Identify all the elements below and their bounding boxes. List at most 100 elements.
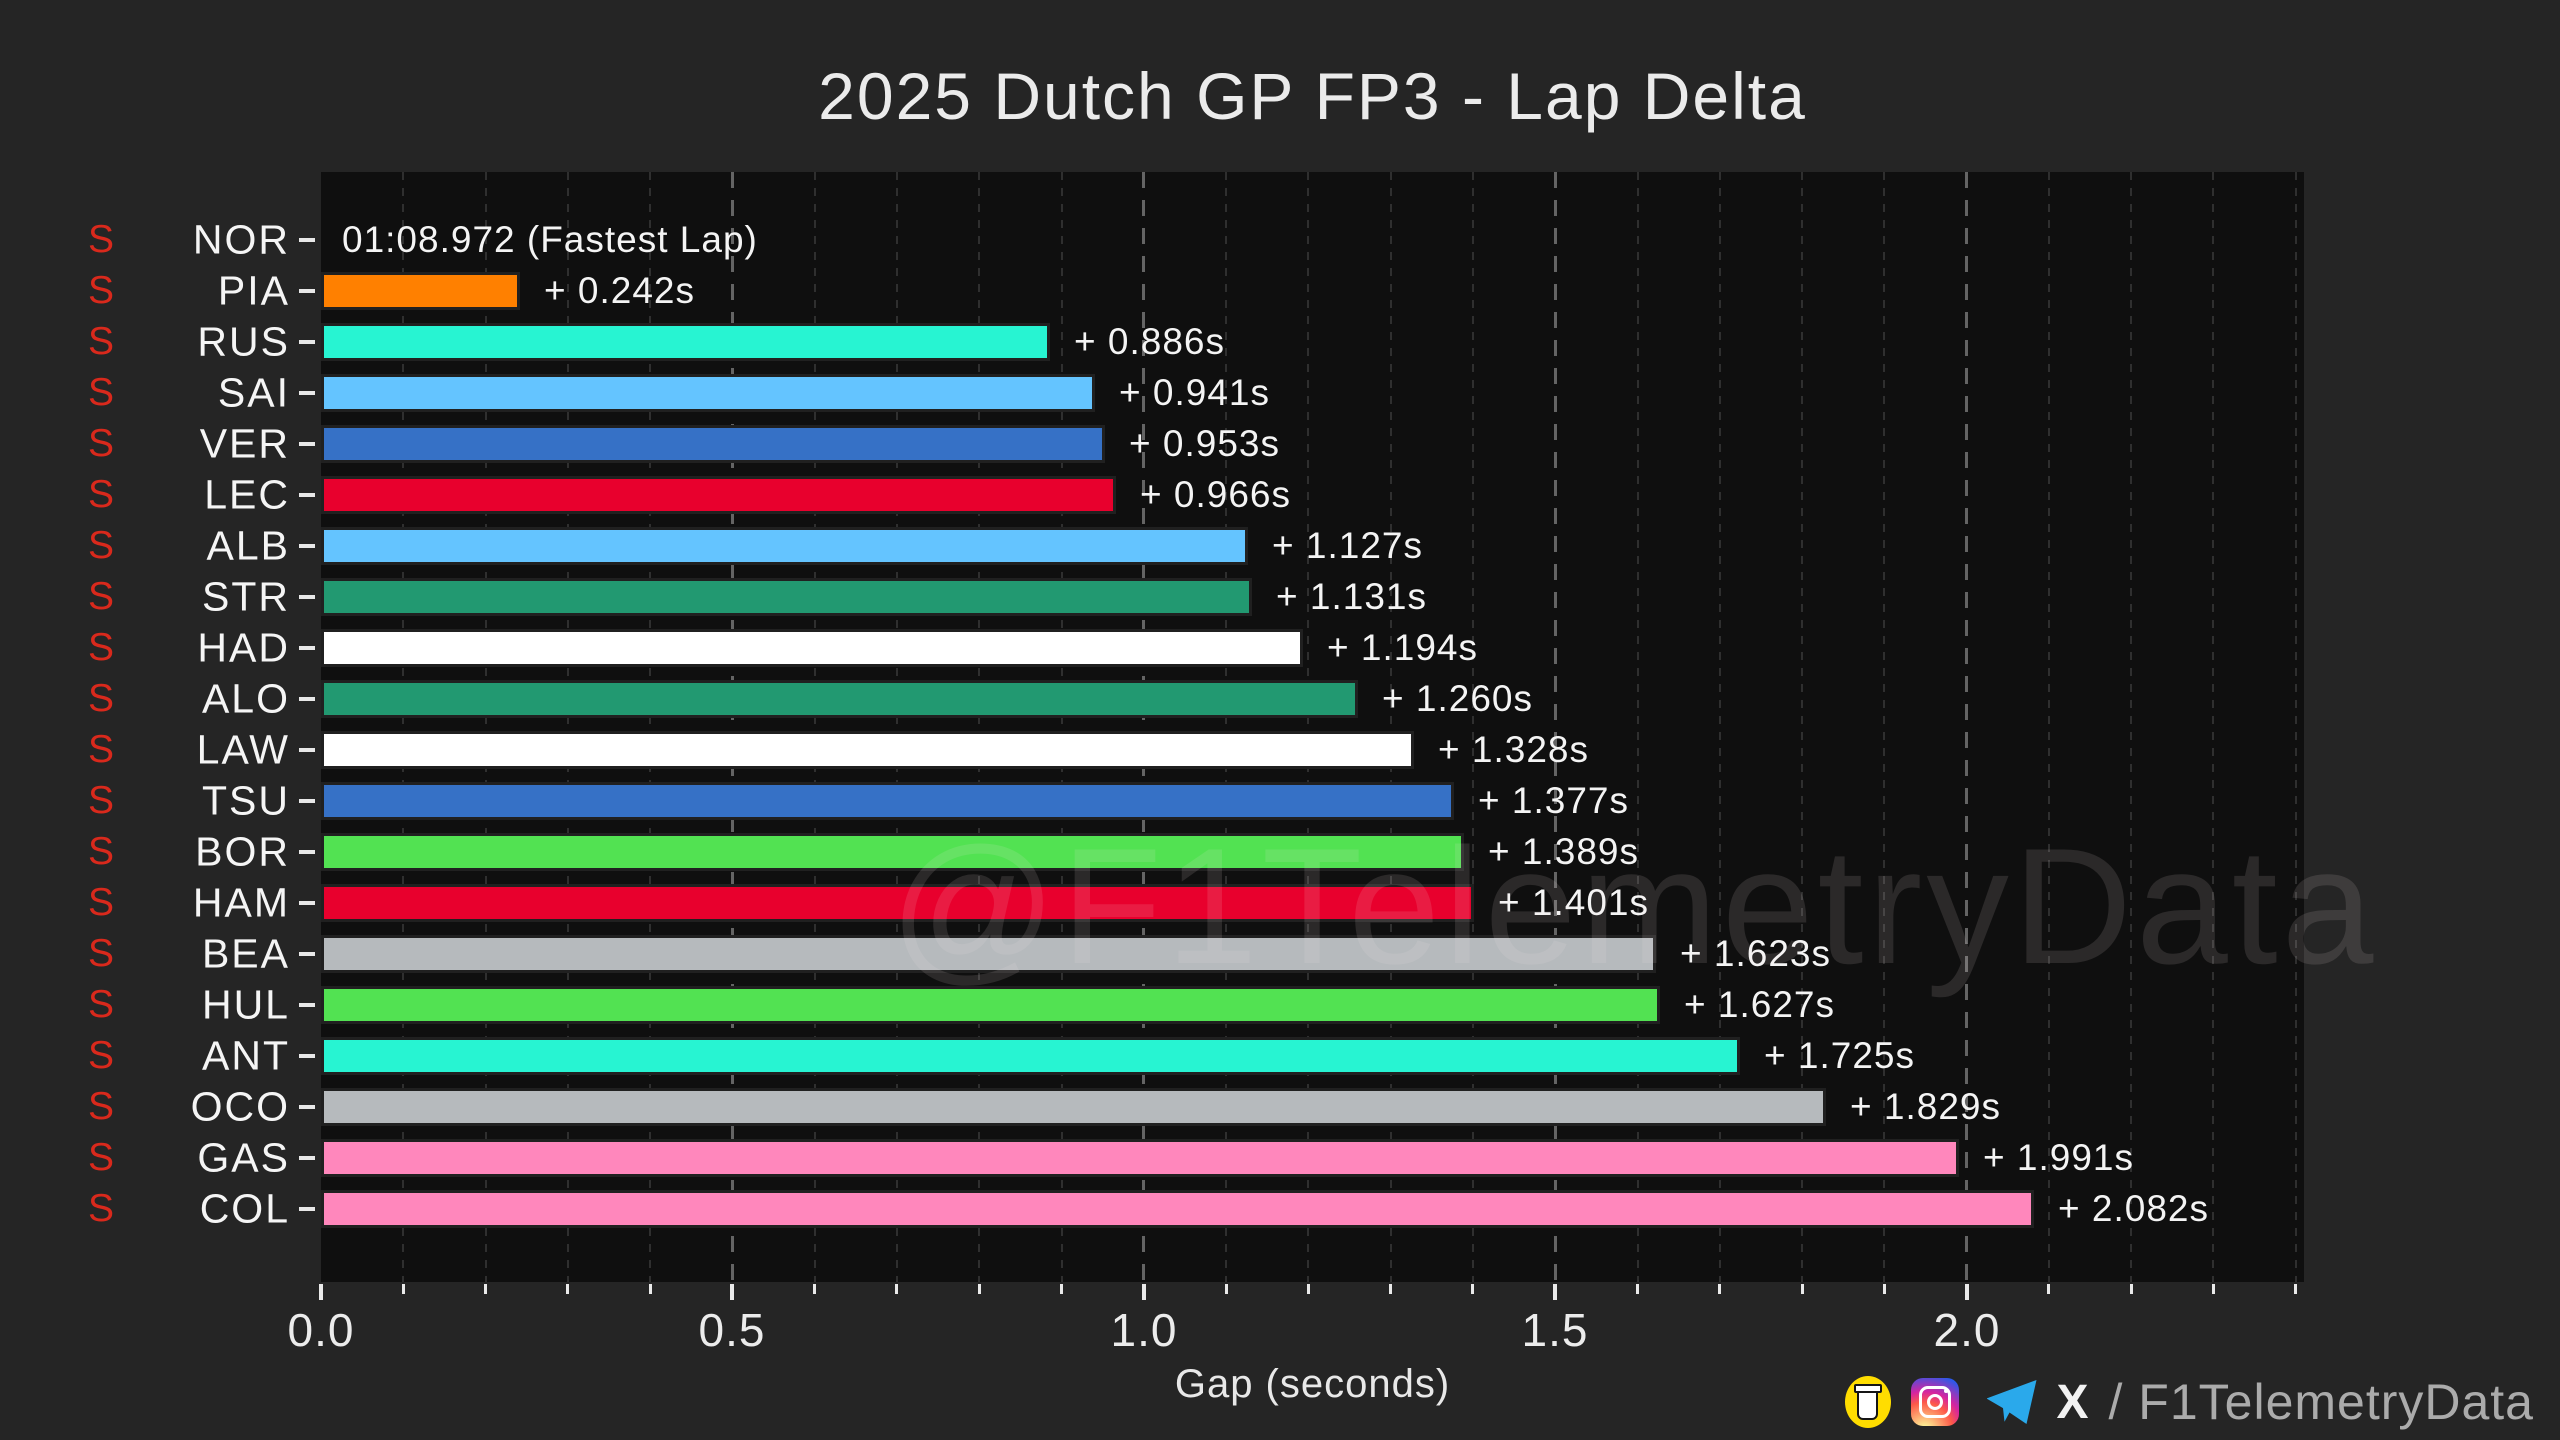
minor-gridline-0.9 (1061, 172, 1063, 1282)
plot-area: @F1TelemetryData 01:08.972 (Fastest Lap)… (321, 172, 2373, 1282)
fastest-lap-label: 01:08.972 (Fastest Lap) (342, 218, 758, 260)
y-tick-ant (299, 1054, 315, 1059)
y-label-row-gas: S GAS (0, 1133, 318, 1184)
delta-label-str: + 1.131s (1276, 575, 1427, 617)
driver-code-ant: ANT (202, 1032, 290, 1079)
driver-code-str: STR (202, 573, 290, 620)
delta-bar-tsu (321, 782, 1454, 821)
driver-code-alo: ALO (201, 675, 290, 722)
tyre-compound-hul: S (88, 983, 115, 1027)
instagram-flash-dot (1943, 1389, 1948, 1393)
y-label-row-had: S HAD (0, 622, 318, 673)
bar-row-tsu: + 1.377s (321, 776, 2304, 827)
minor-x-tick-0.3 (566, 1284, 569, 1294)
minor-x-tick-2.1 (2047, 1284, 2050, 1294)
tyre-compound-alb: S (88, 523, 115, 567)
minor-gridline-0.4 (649, 172, 651, 1282)
minor-x-tick-1.1 (1225, 1284, 1228, 1294)
y-tick-bor (299, 850, 315, 855)
bar-row-alo: + 1.260s (321, 673, 2304, 724)
y-label-row-sai: S SAI (0, 367, 318, 418)
driver-code-gas: GAS (197, 1134, 290, 1181)
y-label-row-bea: S BEA (0, 929, 318, 980)
y-axis-labels: S NOR S PIA S RUS S SAI S VER S LEC S ALB S STR S HAD S ALO… (0, 214, 318, 1235)
delta-label-ham: + 1.401s (1498, 882, 1649, 924)
driver-code-bor: BOR (195, 828, 290, 875)
minor-x-tick-0.2 (484, 1284, 487, 1294)
y-label-row-col: S COL (0, 1184, 318, 1235)
minor-x-tick-0.9 (1060, 1284, 1063, 1294)
delta-bar-alb (321, 526, 1248, 565)
bar-row-sai: + 0.941s (321, 367, 2304, 418)
driver-code-hul: HUL (201, 981, 290, 1028)
minor-gridline-1.9 (1883, 172, 1885, 1282)
delta-bar-ant (321, 1037, 1740, 1076)
delta-bar-lec (321, 475, 1116, 514)
y-tick-lec (299, 492, 315, 497)
delta-label-tsu: + 1.377s (1478, 780, 1629, 822)
telegram-icon[interactable] (1986, 1380, 2037, 1424)
minor-x-tick-0.6 (813, 1284, 816, 1294)
y-label-row-pia: S PIA (0, 265, 318, 316)
tyre-compound-ver: S (88, 421, 115, 465)
y-tick-alb (299, 543, 315, 548)
y-tick-sai (299, 390, 315, 395)
instagram-icon[interactable] (1910, 1378, 1959, 1426)
major-x-tick-1.0 (1142, 1284, 1146, 1300)
delta-bar-hul (321, 986, 1660, 1025)
delta-bar-law (321, 731, 1414, 770)
buymeacoffee-icon[interactable] (1844, 1376, 1891, 1428)
bar-row-hul: + 1.627s (321, 980, 2304, 1031)
y-label-row-ver: S VER (0, 418, 318, 469)
minor-x-tick-1.6 (1636, 1284, 1639, 1294)
delta-label-bor: + 1.389s (1488, 831, 1639, 873)
y-tick-alo (299, 696, 315, 701)
bar-row-oco: + 1.829s (321, 1082, 2304, 1133)
tyre-compound-had: S (88, 625, 115, 669)
x-twitter-icon[interactable]: X (2056, 1375, 2089, 1429)
delta-label-had: + 1.194s (1327, 626, 1478, 668)
tyre-compound-pia: S (88, 268, 115, 312)
major-x-tick-1.5 (1553, 1284, 1557, 1300)
major-gridline-1.5 (1554, 172, 1557, 1282)
y-label-row-lec: S LEC (0, 469, 318, 520)
bar-row-bea: + 1.623s (321, 929, 2304, 980)
y-tick-gas (299, 1156, 315, 1161)
social-handle[interactable]: / F1TelemetryData (2108, 1374, 2534, 1430)
minor-gridline-1.1 (1225, 172, 1227, 1282)
delta-label-pia: + 0.242s (544, 269, 695, 311)
minor-gridline-0.7 (896, 172, 898, 1282)
minor-gridline-1.6 (1637, 172, 1639, 1282)
y-label-row-hul: S HUL (0, 980, 318, 1031)
bar-row-ham: + 1.401s (321, 878, 2304, 929)
tyre-compound-sai: S (88, 370, 115, 414)
delta-bar-alo (321, 679, 1358, 718)
delta-label-col: + 2.082s (2058, 1188, 2209, 1230)
x-tick-label-0.5: 0.5 (698, 1304, 766, 1356)
instagram-frame (1918, 1386, 1951, 1418)
footer: X / F1TelemetryData (1844, 1372, 2535, 1432)
delta-bar-had (321, 628, 1303, 667)
bar-row-bor: + 1.389s (321, 827, 2304, 878)
minor-gridline-1.3 (1390, 172, 1392, 1282)
delta-label-sai: + 0.941s (1119, 371, 1270, 413)
minor-gridline-0.2 (485, 172, 487, 1282)
bar-row-rus: + 0.886s (321, 316, 2304, 367)
y-tick-bea (299, 952, 315, 957)
y-tick-col (299, 1207, 315, 1212)
y-tick-str (299, 594, 315, 599)
y-tick-ham (299, 901, 315, 906)
minor-x-tick-1.8 (1801, 1284, 1804, 1294)
major-gridline-1.0 (1142, 172, 1145, 1282)
driver-code-nor: NOR (192, 216, 290, 263)
driver-code-alb: ALB (206, 522, 290, 569)
major-x-tick-2.0 (1965, 1284, 1969, 1300)
delta-bar-pia (321, 271, 520, 310)
y-tick-law (299, 748, 315, 753)
delta-label-rus: + 0.886s (1074, 320, 1225, 362)
delta-bar-rus (321, 322, 1050, 361)
delta-label-bea: + 1.623s (1680, 933, 1831, 975)
y-label-row-tsu: S TSU (0, 776, 318, 827)
x-tick-label-1.0: 1.0 (1110, 1304, 1178, 1356)
minor-x-tick-2.4 (2294, 1284, 2297, 1294)
